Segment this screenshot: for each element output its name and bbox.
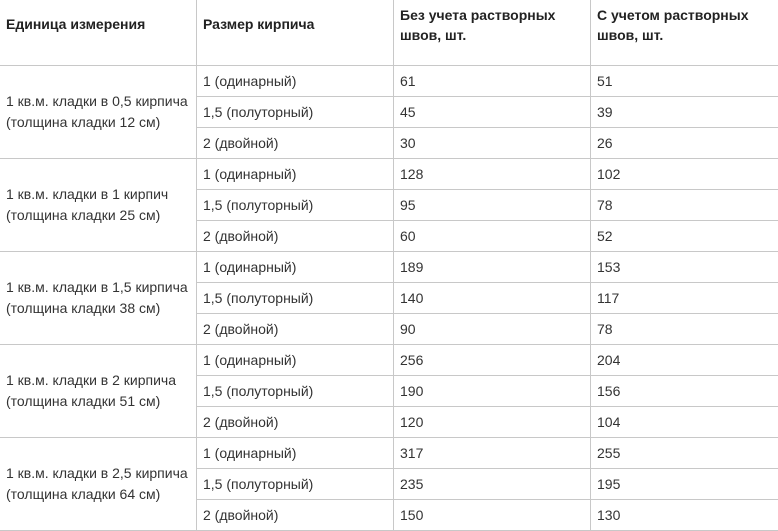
without-joints-cell: 256 [394, 345, 591, 376]
with-joints-cell: 104 [591, 407, 778, 438]
brick-size-cell: 1,5 (полуторный) [197, 97, 394, 128]
without-joints-cell: 190 [394, 376, 591, 407]
brick-size-cell: 2 (двойной) [197, 407, 394, 438]
without-joints-cell: 189 [394, 252, 591, 283]
header-row: Единица измерения Размер кирпича Без уче… [0, 0, 778, 66]
brick-size-cell: 2 (двойной) [197, 500, 394, 531]
without-joints-cell: 45 [394, 97, 591, 128]
with-joints-cell: 78 [591, 314, 778, 345]
unit-cell: 1 кв.м. кладки в 1 кирпич (толщина кладк… [0, 159, 197, 252]
without-joints-cell: 140 [394, 283, 591, 314]
with-joints-cell: 102 [591, 159, 778, 190]
table-row: 1 кв.м. кладки в 1,5 кирпича (толщина кл… [0, 252, 778, 283]
with-joints-cell: 204 [591, 345, 778, 376]
with-joints-cell: 52 [591, 221, 778, 252]
brick-size-cell: 1 (одинарный) [197, 252, 394, 283]
with-joints-cell: 39 [591, 97, 778, 128]
with-joints-cell: 195 [591, 469, 778, 500]
unit-cell: 1 кв.м. кладки в 2 кирпича (толщина клад… [0, 345, 197, 438]
brick-size-cell: 1,5 (полуторный) [197, 469, 394, 500]
header-brick-size: Размер кирпича [197, 0, 394, 66]
unit-cell: 1 кв.м. кладки в 0,5 кирпича (толщина кл… [0, 66, 197, 159]
brick-size-cell: 1 (одинарный) [197, 345, 394, 376]
without-joints-cell: 120 [394, 407, 591, 438]
brick-size-cell: 1 (одинарный) [197, 66, 394, 97]
unit-cell: 1 кв.м. кладки в 1,5 кирпича (толщина кл… [0, 252, 197, 345]
without-joints-cell: 30 [394, 128, 591, 159]
without-joints-cell: 128 [394, 159, 591, 190]
without-joints-cell: 61 [394, 66, 591, 97]
header-without-joints: Без учета растворных швов, шт. [394, 0, 591, 66]
with-joints-cell: 78 [591, 190, 778, 221]
without-joints-cell: 90 [394, 314, 591, 345]
brick-size-cell: 2 (двойной) [197, 128, 394, 159]
brick-size-cell: 1 (одинарный) [197, 438, 394, 469]
without-joints-cell: 95 [394, 190, 591, 221]
table-row: 1 кв.м. кладки в 2 кирпича (толщина клад… [0, 345, 778, 376]
brick-size-cell: 1,5 (полуторный) [197, 376, 394, 407]
with-joints-cell: 153 [591, 252, 778, 283]
with-joints-cell: 156 [591, 376, 778, 407]
brick-size-cell: 2 (двойной) [197, 314, 394, 345]
with-joints-cell: 130 [591, 500, 778, 531]
with-joints-cell: 26 [591, 128, 778, 159]
without-joints-cell: 150 [394, 500, 591, 531]
table-body: 1 кв.м. кладки в 0,5 кирпича (толщина кл… [0, 66, 778, 531]
without-joints-cell: 60 [394, 221, 591, 252]
brick-size-cell: 1 (одинарный) [197, 159, 394, 190]
table-row: 1 кв.м. кладки в 0,5 кирпича (толщина кл… [0, 66, 778, 97]
header-unit: Единица измерения [0, 0, 197, 66]
with-joints-cell: 255 [591, 438, 778, 469]
without-joints-cell: 317 [394, 438, 591, 469]
brick-size-cell: 2 (двойной) [197, 221, 394, 252]
with-joints-cell: 51 [591, 66, 778, 97]
table-row: 1 кв.м. кладки в 2,5 кирпича (толщина кл… [0, 438, 778, 469]
brick-size-cell: 1,5 (полуторный) [197, 190, 394, 221]
unit-cell: 1 кв.м. кладки в 2,5 кирпича (толщина кл… [0, 438, 197, 531]
with-joints-cell: 117 [591, 283, 778, 314]
without-joints-cell: 235 [394, 469, 591, 500]
header-with-joints: С учетом растворных швов, шт. [591, 0, 778, 66]
brick-size-cell: 1,5 (полуторный) [197, 283, 394, 314]
table-row: 1 кв.м. кладки в 1 кирпич (толщина кладк… [0, 159, 778, 190]
